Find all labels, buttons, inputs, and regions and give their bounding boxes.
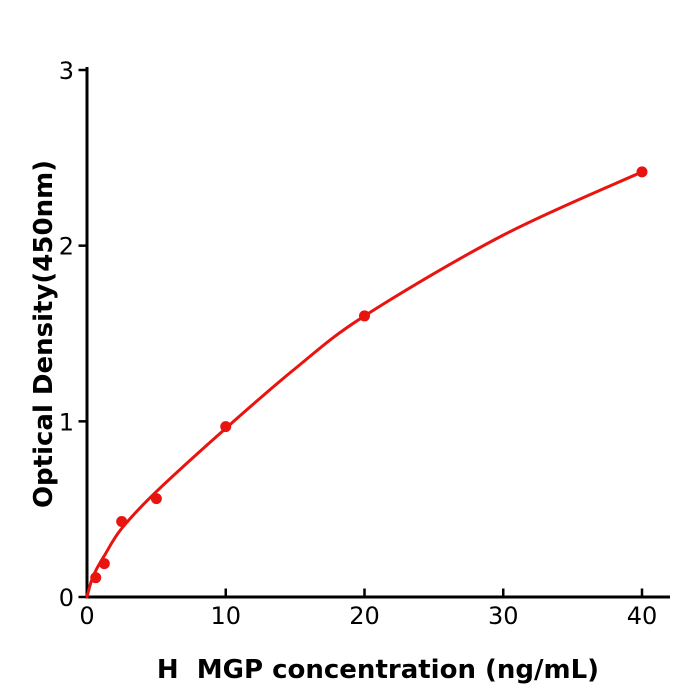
data-point [116, 515, 128, 527]
y-ticks: 0 1 2 3 [59, 57, 88, 612]
data-point [359, 310, 370, 322]
fit-curve [85, 170, 644, 599]
x-tick-label: 30 [488, 602, 519, 630]
data-point [636, 166, 648, 178]
x-axis-label: H MGP concentration (ng/mL) [157, 655, 599, 685]
y-axis-label: Optical Density(450nm) [29, 160, 59, 508]
y-tick-label: 2 [59, 233, 74, 261]
x-tick-label: 40 [627, 602, 658, 630]
x-tick-label: 20 [349, 602, 380, 630]
data-point [150, 493, 162, 505]
data-point [90, 572, 102, 584]
y-tick-label: 0 [59, 584, 74, 612]
data-points [90, 166, 648, 584]
data-point [220, 421, 232, 433]
x-tick-label: 0 [79, 602, 94, 630]
y-tick-label: 1 [59, 408, 74, 436]
data-point [98, 558, 110, 570]
x-ticks: 0 10 20 30 40 [79, 588, 658, 630]
y-tick-label: 3 [59, 57, 74, 85]
x-tick-label: 10 [210, 602, 241, 630]
